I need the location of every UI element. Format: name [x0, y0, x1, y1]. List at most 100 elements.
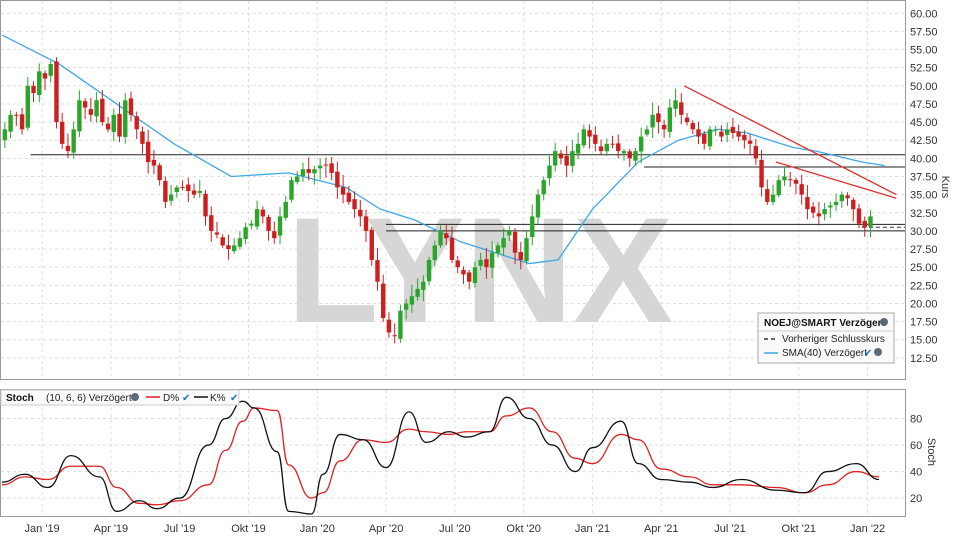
- price-panel-border: [0, 0, 906, 380]
- candle-body: [88, 109, 94, 115]
- candle-body: [690, 123, 695, 130]
- candle-body: [105, 123, 111, 130]
- candle-body: [621, 151, 627, 154]
- x-tick-label: Okt '20: [506, 523, 541, 535]
- candle-body: [833, 201, 839, 206]
- candle-body: [358, 209, 363, 217]
- candle-body: [512, 231, 518, 253]
- candle-body: [736, 131, 741, 137]
- candle-body: [168, 194, 174, 201]
- candle-body: [765, 189, 770, 202]
- candle-body: [94, 100, 99, 117]
- candle-body: [186, 184, 191, 191]
- candle-body: [673, 100, 678, 109]
- candle-body: [644, 129, 650, 135]
- candle-body: [719, 131, 724, 137]
- candle-body: [54, 61, 59, 123]
- settings-icon[interactable]: [874, 348, 882, 356]
- candle-body: [134, 116, 139, 130]
- legend-item-sma: SMA(40) Verzögert: [782, 348, 867, 359]
- candle-body: [627, 151, 632, 159]
- price-legend[interactable]: NOEJ@SMART Verzögert Vorheriger Schlussk…: [757, 312, 895, 364]
- candle-body: [432, 245, 438, 261]
- check-icon[interactable]: ✔: [230, 393, 238, 404]
- candle-body: [839, 194, 845, 202]
- stoch-legend-title: Stoch: [6, 393, 34, 404]
- y-tick-label: 40: [910, 467, 922, 479]
- x-tick-label: Jan '21: [575, 523, 610, 535]
- candle-body: [111, 114, 116, 132]
- candle-body: [868, 216, 873, 227]
- trend-lines: [683, 85, 897, 199]
- y-tick-label: 27.50: [910, 244, 938, 256]
- stoch-d-line: [1, 407, 880, 506]
- candle-body: [197, 191, 202, 193]
- settings-icon[interactable]: [131, 393, 139, 401]
- x-tick-label: Jul '21: [714, 523, 745, 535]
- y-tick-label: 50.00: [910, 81, 938, 93]
- stoch-k-line: [1, 396, 880, 515]
- candle-body: [42, 73, 48, 79]
- y-tick-label: 60.00: [910, 8, 938, 20]
- x-tick-label: Jan '22: [850, 523, 885, 535]
- candle-body: [128, 98, 134, 115]
- y-tick-label: 22.50: [910, 280, 938, 292]
- candle-body: [638, 136, 644, 152]
- y-tick-label: 80: [910, 414, 922, 426]
- candles: [2, 57, 873, 344]
- candle-body: [742, 134, 747, 141]
- candle-body: [793, 179, 799, 184]
- candle-body: [77, 100, 82, 132]
- candle-body: [323, 164, 329, 166]
- x-tick-label: Okt '19: [231, 523, 266, 535]
- candle-body: [575, 143, 581, 154]
- legend-item-previous-close: Vorheriger Schlusskurs: [782, 334, 885, 345]
- x-tick-label: Jan '19: [25, 523, 60, 535]
- check-icon[interactable]: ✔: [182, 393, 190, 404]
- candle-body: [466, 272, 472, 282]
- candle-body: [2, 129, 8, 141]
- candle-body: [547, 165, 552, 179]
- candle-body: [679, 102, 684, 115]
- candle-body: [19, 114, 25, 130]
- x-tick-label: Jul '20: [439, 523, 470, 535]
- candle-body: [782, 176, 787, 181]
- settings-icon[interactable]: [880, 318, 888, 326]
- candle-body: [776, 180, 781, 196]
- candle-body: [570, 151, 575, 166]
- check-icon[interactable]: ✔: [864, 348, 872, 359]
- x-tick-label: Apr '20: [369, 523, 404, 535]
- y-tick-label: 20.00: [910, 298, 938, 310]
- y-tick-label: 12.50: [910, 353, 938, 365]
- candle-body: [283, 201, 288, 218]
- candle-body: [386, 319, 392, 333]
- candle-body: [249, 223, 254, 226]
- candle-body: [180, 186, 185, 188]
- stoch-legend[interactable]: Stoch (10, 6, 6) Verzögert D% ✔ K% ✔: [0, 389, 240, 406]
- candle-body: [581, 129, 587, 146]
- legend-title: NOEJ@SMART Verzögert: [764, 318, 886, 329]
- watermark: LYNX: [287, 186, 673, 354]
- candle-body: [220, 237, 225, 246]
- candle-body: [598, 146, 604, 152]
- candle-body: [610, 143, 615, 145]
- candle-body: [788, 179, 793, 181]
- candle-body: [203, 193, 208, 217]
- candle-body: [816, 213, 822, 217]
- candle-body: [759, 159, 764, 188]
- candle-body: [123, 100, 128, 137]
- candle-body: [25, 85, 30, 128]
- x-tick-label: Jan '20: [300, 523, 335, 535]
- candle-body: [472, 267, 478, 283]
- candle-body: [237, 238, 243, 247]
- trend-line: [775, 161, 897, 199]
- candle-body: [564, 155, 569, 166]
- candle-body: [329, 163, 334, 173]
- candle-body: [163, 180, 168, 202]
- candle-body: [604, 143, 609, 152]
- y-tick-label: 47.50: [910, 99, 938, 111]
- candle-body: [214, 232, 220, 235]
- candle-body: [375, 260, 380, 282]
- candle-body: [707, 129, 713, 147]
